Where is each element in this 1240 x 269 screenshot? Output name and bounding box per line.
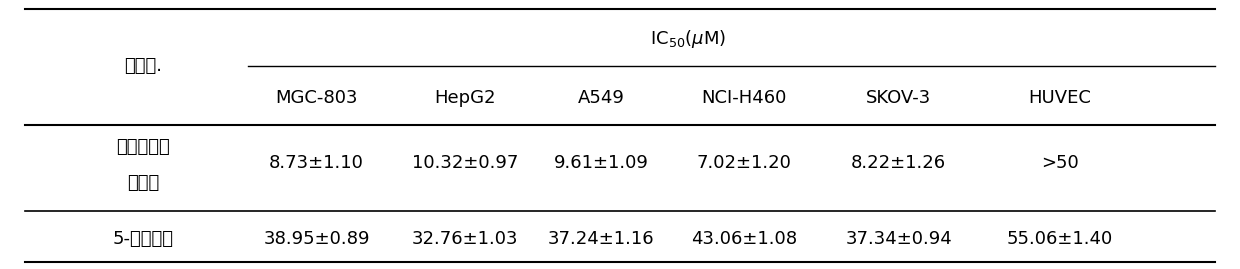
Text: 37.24±1.16: 37.24±1.16	[548, 230, 655, 248]
Text: 43.06±1.08: 43.06±1.08	[691, 230, 797, 248]
Text: 8.73±1.10: 8.73±1.10	[269, 154, 365, 172]
Text: 9.61±1.09: 9.61±1.09	[554, 154, 649, 172]
Text: NCI-H460: NCI-H460	[701, 89, 786, 107]
Text: 8.22±1.26: 8.22±1.26	[851, 154, 946, 172]
Text: SKOV-3: SKOV-3	[866, 89, 931, 107]
Text: 化合物: 化合物	[126, 174, 159, 192]
Text: 本发明所述: 本发明所述	[117, 137, 170, 155]
Text: 32.76±1.03: 32.76±1.03	[412, 230, 518, 248]
Text: 37.34±0.94: 37.34±0.94	[846, 230, 952, 248]
Text: 化合物.: 化合物.	[124, 57, 162, 75]
Text: HepG2: HepG2	[434, 89, 496, 107]
Text: IC$_{50}$($\mu$M): IC$_{50}$($\mu$M)	[650, 29, 727, 51]
Text: 10.32±0.97: 10.32±0.97	[412, 154, 518, 172]
Text: 55.06±1.40: 55.06±1.40	[1007, 230, 1112, 248]
Text: 38.95±0.89: 38.95±0.89	[263, 230, 370, 248]
Text: >50: >50	[1040, 154, 1079, 172]
Text: 7.02±1.20: 7.02±1.20	[697, 154, 791, 172]
Text: MGC-803: MGC-803	[275, 89, 358, 107]
Text: HUVEC: HUVEC	[1028, 89, 1091, 107]
Text: 5-氟尿嘴啶: 5-氟尿嘴啶	[113, 230, 174, 248]
Text: A549: A549	[578, 89, 625, 107]
